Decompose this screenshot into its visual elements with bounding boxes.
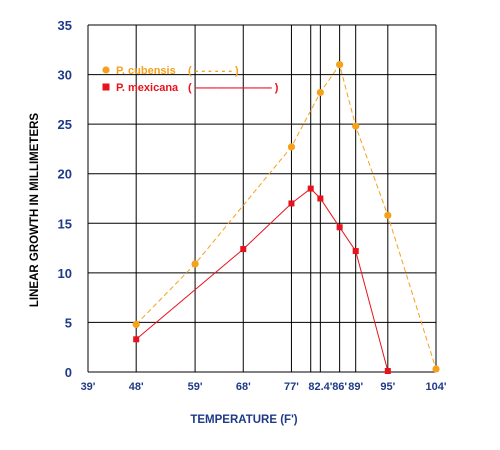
x-tick-label-77: 77' (284, 381, 299, 393)
legend-marker-p-mexicana (102, 83, 110, 91)
series-lines (135, 63, 437, 372)
data-point-p-cubensis-4 (336, 61, 344, 69)
y-tick-label-20: 20 (58, 167, 72, 182)
x-tick-label-48: 48' (129, 381, 144, 393)
y-tick-label-30: 30 (58, 68, 72, 83)
y-tick-label-0: 0 (65, 365, 72, 380)
data-point-p-mexicana-0 (133, 336, 140, 343)
data-point-p-mexicana-7 (384, 368, 391, 375)
data-point-p-mexicana-2 (288, 200, 295, 207)
y-tick-label-10: 10 (58, 266, 72, 281)
x-tick-label-89: 89' (348, 381, 363, 393)
x-tick-label-95: 95' (380, 381, 395, 393)
x-tick-label-68: 68' (236, 381, 251, 393)
data-point-p-mexicana-6 (352, 248, 359, 255)
legend-label-p-cubensis: P. cubensis (116, 65, 176, 77)
legend-marker-p-cubensis (102, 66, 110, 74)
data-point-p-cubensis-2 (287, 143, 296, 151)
x-tick-label-82-4: 82.4' (308, 381, 332, 393)
x-tick-label-39: 39' (81, 381, 96, 393)
y-tick-label-25: 25 (58, 117, 72, 132)
y-tick-label-35: 35 (58, 18, 72, 33)
x-tick-label-104: 104' (426, 381, 447, 393)
data-point-p-cubensis-3 (316, 88, 324, 97)
data-point-p-cubensis-0 (132, 320, 140, 329)
legend: P. cubensis ( - - - - - - ) P. mexicana … (102, 65, 279, 94)
data-point-p-cubensis-6 (384, 211, 392, 219)
x-tick-label-86: 86' (332, 381, 347, 393)
x-tick-labels: 39' 48' 59' 68' 77' 82.4' 86' 89' 95' 104' (81, 381, 447, 393)
legend-suffix-p-mexicana: ( ——————— ) (188, 82, 279, 94)
data-point-p-mexicana-3 (307, 185, 314, 192)
x-axis-title: TEMPERATURE (F') (190, 414, 297, 426)
y-tick-label-5: 5 (65, 315, 72, 330)
y-axis-title: LINEAR GROWTH IN MILLIMETERS (29, 113, 41, 308)
data-point-p-cubensis-5 (352, 122, 360, 130)
y-tick-labels: 0 5 10 15 20 25 30 35 (58, 18, 72, 380)
data-point-p-mexicana-5 (336, 224, 343, 231)
legend-label-p-mexicana: P. mexicana (116, 82, 179, 94)
legend-suffix-p-cubensis: ( - - - - - - ) (188, 65, 239, 77)
y-tick-label-15: 15 (58, 216, 72, 231)
series-markers (132, 61, 440, 375)
data-point-p-cubensis-1 (191, 260, 199, 268)
series-line-p-mexicana (135, 187, 389, 372)
grid-lines (87, 24, 437, 373)
data-point-p-cubensis-7 (432, 365, 440, 373)
x-tick-label-59: 59' (188, 381, 203, 393)
series-line-p-cubensis (135, 63, 437, 370)
data-point-p-mexicana-4 (317, 195, 324, 202)
data-point-p-mexicana-1 (240, 246, 247, 253)
